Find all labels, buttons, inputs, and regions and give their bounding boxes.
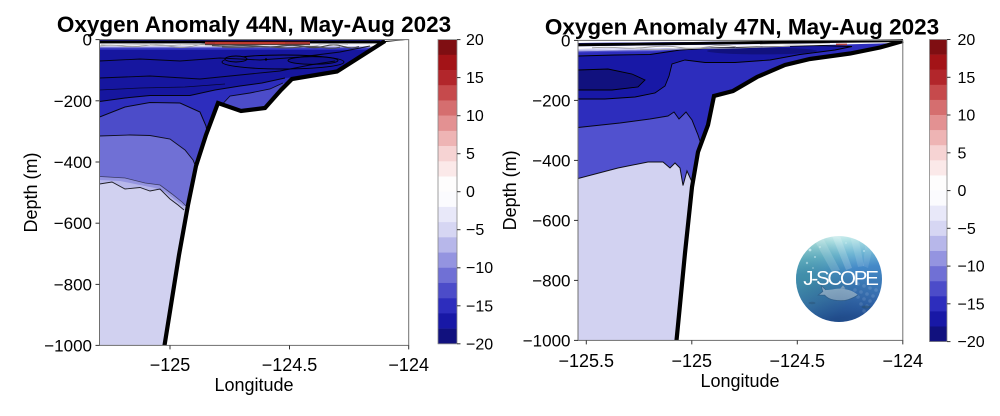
- svg-text:Oxygen Anomaly 44N, May-Aug 20: Oxygen Anomaly 44N, May-Aug 2023: [57, 12, 451, 37]
- svg-text:Depth (m): Depth (m): [500, 150, 520, 230]
- svg-text:15: 15: [958, 70, 976, 87]
- svg-text:−5: −5: [466, 222, 484, 239]
- svg-text:−20: −20: [958, 334, 985, 351]
- svg-text:−124.5: −124.5: [770, 351, 826, 371]
- svg-text:−124.5: −124.5: [262, 355, 318, 375]
- svg-text:5: 5: [958, 145, 967, 162]
- svg-text:10: 10: [958, 108, 976, 125]
- svg-text:Depth (m): Depth (m): [21, 152, 41, 232]
- svg-text:0: 0: [958, 183, 967, 200]
- svg-text:J-SCOPE: J-SCOPE: [803, 267, 878, 290]
- svg-text:Longitude: Longitude: [214, 375, 293, 395]
- svg-text:−15: −15: [958, 296, 985, 313]
- svg-text:15: 15: [466, 70, 484, 87]
- svg-text:−1000: −1000: [44, 336, 92, 355]
- svg-text:−600: −600: [54, 214, 92, 233]
- svg-text:−5: −5: [958, 221, 976, 238]
- svg-text:−124: −124: [388, 355, 429, 375]
- svg-text:−20: −20: [466, 336, 493, 353]
- svg-text:Oxygen Anomaly 47N, May-Aug 20: Oxygen Anomaly 47N, May-Aug 2023: [545, 15, 939, 40]
- svg-text:−800: −800: [532, 271, 570, 290]
- svg-text:20: 20: [958, 32, 976, 49]
- svg-text:0: 0: [83, 31, 92, 50]
- svg-text:−10: −10: [958, 259, 985, 276]
- svg-text:−10: −10: [466, 260, 493, 277]
- svg-text:−1000: −1000: [523, 331, 571, 350]
- svg-text:20: 20: [466, 32, 484, 49]
- svg-text:−15: −15: [466, 298, 493, 315]
- svg-text:−125: −125: [672, 351, 713, 371]
- svg-text:−400: −400: [532, 151, 570, 170]
- svg-text:Longitude: Longitude: [700, 371, 779, 391]
- svg-text:0: 0: [561, 31, 570, 50]
- svg-text:−800: −800: [54, 275, 92, 294]
- svg-text:−200: −200: [532, 91, 570, 110]
- svg-text:−200: −200: [54, 92, 92, 111]
- svg-text:−125: −125: [150, 355, 191, 375]
- svg-text:5: 5: [466, 146, 475, 163]
- svg-text:−124: −124: [883, 351, 924, 371]
- svg-text:−400: −400: [54, 153, 92, 172]
- svg-text:10: 10: [466, 108, 484, 125]
- svg-text:−600: −600: [532, 211, 570, 230]
- svg-text:0: 0: [466, 184, 475, 201]
- svg-text:−125.5: −125.5: [559, 351, 615, 371]
